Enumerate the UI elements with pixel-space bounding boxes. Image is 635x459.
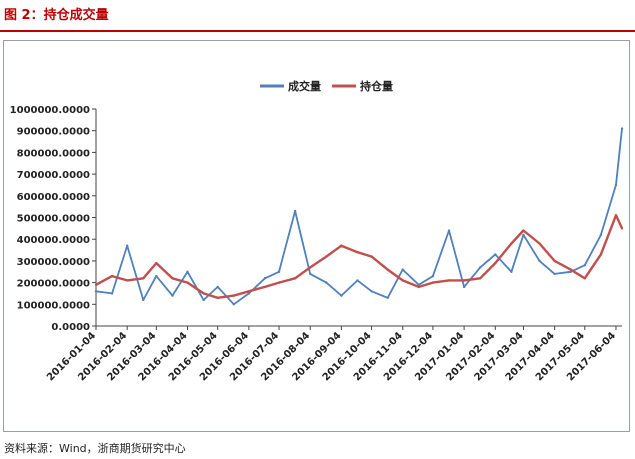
data-point [202,298,205,302]
data-point [110,274,114,278]
data-point [277,270,281,273]
data-point [202,292,205,295]
data-point [309,272,312,276]
data-point [553,272,556,276]
data-point [94,290,98,293]
y-tick-label: 0.0000 [51,322,90,333]
data-point [583,264,586,267]
data-point [522,229,525,232]
data-point [599,233,603,237]
data-point [125,279,129,282]
y-tick-label: 500000.0000 [17,214,90,225]
data-point [401,268,404,271]
data-point [356,251,359,254]
data-point [614,214,618,217]
data-point [356,279,359,282]
data-point [186,270,189,273]
data-point [232,294,235,297]
data-point [171,277,174,280]
source-note: 资料来源：Wind，浙商期货研究中心 [4,442,186,455]
data-point [247,290,251,293]
y-tick-label: 700000.0000 [17,170,90,181]
data-point [510,270,513,273]
title-divider [0,30,635,32]
data-point [538,242,541,245]
data-point [263,285,267,289]
data-point [155,274,158,278]
y-tick-label: 800000.0000 [17,148,90,159]
data-point [447,229,451,232]
data-point [614,183,618,187]
y-tick-label: 400000.0000 [17,235,90,246]
data-point [431,274,435,278]
y-tick-label: 1000000.0000 [10,105,90,116]
data-point [386,268,389,271]
data-point [142,277,145,280]
data-point [293,277,297,280]
data-point [538,259,541,263]
data-point [216,296,219,299]
data-point [370,290,373,293]
figure-title: 图 2：持仓成交量 [4,8,109,23]
data-point [340,244,343,247]
data-point [110,292,114,295]
data-point [370,255,373,258]
data-point [171,294,174,297]
data-point [325,281,328,284]
data-point [186,281,189,284]
data-point [494,253,497,256]
data-point [447,279,451,282]
data-point [232,303,235,306]
series-line-0 [95,128,623,306]
y-tick-label: 600000.0000 [17,192,90,203]
data-point [293,209,297,213]
data-point [478,266,482,269]
data-point [94,283,98,286]
data-point [325,255,328,258]
data-point [494,261,497,265]
legend-label-1: 持仓量 [360,79,393,93]
data-point [510,242,513,245]
data-point [417,283,421,286]
legend-label-0: 成交量 [288,79,321,93]
data-point [340,294,343,297]
data-point [277,281,281,284]
data-point [216,285,219,289]
data-point [155,261,158,265]
data-point [309,266,312,269]
data-point [462,279,466,282]
data-point [263,277,267,280]
data-point [247,292,251,295]
data-point [142,298,145,302]
data-point [553,259,556,263]
series-line-1 [95,214,624,299]
data-point [462,285,466,289]
data-point [478,277,482,280]
data-point [620,227,624,230]
data-point [522,233,525,237]
data-point [125,244,129,247]
data-point [417,285,421,289]
chart-frame [3,40,630,432]
y-tick-label: 300000.0000 [17,257,90,268]
data-point [583,277,586,280]
data-point [620,127,624,130]
y-tick-label: 100000.0000 [17,300,90,311]
data-point [386,296,389,299]
data-point [401,279,404,282]
data-point [431,281,435,284]
y-tick-label: 900000.0000 [17,127,90,138]
data-point [569,268,572,271]
y-tick-label: 200000.0000 [17,279,90,290]
data-point [599,253,603,256]
